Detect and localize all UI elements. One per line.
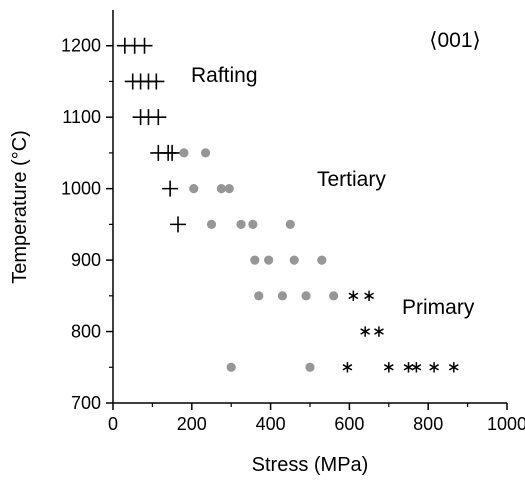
x-tick-label: 200 <box>177 414 207 434</box>
star-point <box>411 362 422 373</box>
plus-point <box>136 37 153 54</box>
tertiary-annotation: Tertiary <box>317 168 386 191</box>
x-tick-label: 1000 <box>487 414 525 434</box>
dot-point <box>236 219 246 229</box>
dot-point <box>200 148 211 158</box>
y-tick-label: 1000 <box>61 179 101 199</box>
star-point <box>348 290 359 302</box>
star-point <box>342 362 353 373</box>
dot-point <box>226 362 236 372</box>
dot-point <box>189 184 199 194</box>
y-tick-label: 800 <box>71 322 101 342</box>
dot-point <box>264 255 274 265</box>
y-tick-label: 1200 <box>61 36 101 56</box>
x-tick-label: 800 <box>413 414 443 434</box>
orientation-annotation: ⟨001⟩ <box>429 29 480 52</box>
dot-point <box>329 291 339 301</box>
y-tick-label: 900 <box>71 250 101 270</box>
y-tick-label: 700 <box>71 393 101 413</box>
dot-point <box>289 255 299 265</box>
plus-point <box>150 109 167 126</box>
star-point <box>383 362 394 373</box>
dot-point <box>179 148 189 158</box>
dot-point <box>285 219 295 229</box>
data-marks <box>116 37 459 373</box>
dot-point <box>317 255 327 265</box>
x-ticks: 0 200 400 600 800 1000 <box>108 403 525 434</box>
star-point <box>374 326 384 337</box>
plus-point <box>170 216 187 233</box>
star-point <box>448 362 459 373</box>
x-tick-label: 400 <box>256 414 286 434</box>
dot-point <box>206 219 217 229</box>
star-point <box>360 326 371 337</box>
plus-point <box>162 180 179 197</box>
star-point <box>429 362 439 373</box>
y-axis-title: Temperature (°C) <box>9 130 31 284</box>
dot-point <box>305 362 315 372</box>
dot-point <box>301 291 311 301</box>
dot-point <box>248 219 258 229</box>
rafting-annotation: Rafting <box>191 64 258 87</box>
dot-point <box>250 255 260 265</box>
star-point <box>364 290 374 302</box>
y-ticks: 700 800 900 1000 1100 1200 <box>61 36 113 413</box>
plus-point <box>164 144 181 161</box>
dot-point <box>216 184 226 194</box>
y-tick-label: 1100 <box>62 107 101 127</box>
star-point <box>403 362 414 373</box>
x-tick-label: 600 <box>334 414 364 434</box>
dot-point <box>277 291 288 301</box>
axes <box>112 10 507 404</box>
primary-annotation: Primary <box>402 296 475 319</box>
x-axis-title: Stress (MPa) <box>252 454 369 476</box>
dot-point <box>224 184 234 194</box>
plus-point <box>148 73 165 90</box>
dot-point <box>254 291 264 301</box>
x-tick-label: 0 <box>108 414 118 434</box>
